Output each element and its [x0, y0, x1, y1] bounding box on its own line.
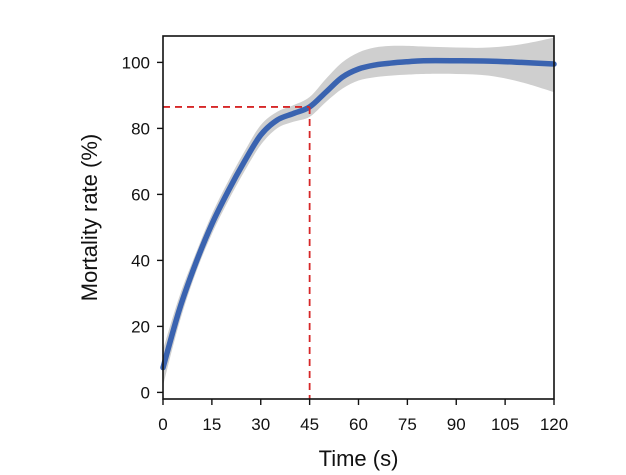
y-tick-label: 20: [131, 317, 150, 336]
y-tick-label: 80: [131, 119, 150, 138]
plot-frame: [162, 35, 555, 400]
x-tick-label: 30: [251, 415, 270, 434]
x-tick-label: 15: [202, 415, 221, 434]
mortality-curve: [160, 57, 557, 371]
y-axis-ticks: 0 20 40 60 80 100: [122, 53, 163, 402]
x-tick-label: 45: [300, 415, 319, 434]
y-axis-title: Mortality rate (%): [77, 134, 102, 301]
x-tick-label: 105: [491, 415, 519, 434]
confidence-band: [163, 37, 554, 386]
x-tick-label: 90: [447, 415, 466, 434]
y-tick-label: 40: [131, 251, 150, 270]
x-tick-label: 75: [398, 415, 417, 434]
y-tick-label: 0: [141, 383, 150, 402]
x-axis-title: Time (s): [319, 446, 399, 471]
x-axis-ticks: 0 15 30 45 60 75 90 105 120: [158, 399, 568, 434]
x-tick-label: 0: [158, 415, 167, 434]
y-tick-label: 100: [122, 53, 150, 72]
y-tick-label: 60: [131, 185, 150, 204]
x-tick-label: 120: [540, 415, 568, 434]
x-tick-label: 60: [349, 415, 368, 434]
